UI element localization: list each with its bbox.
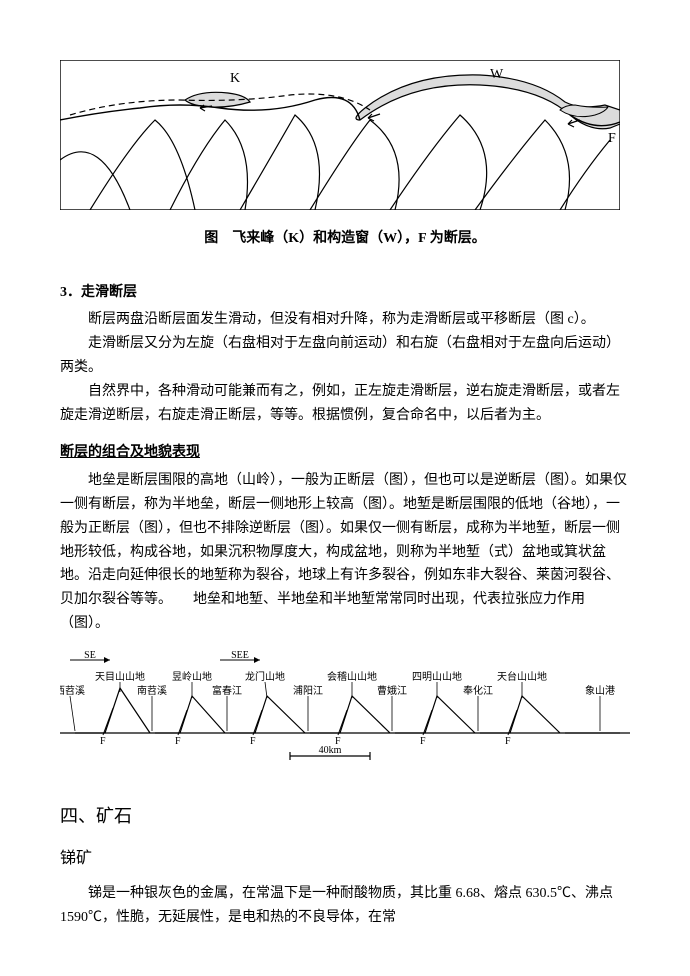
f-label-2: F <box>175 736 181 747</box>
f-label-3: F <box>250 736 256 747</box>
section-ore: 四、矿石 锑矿 锑是一种银灰色的金属，在常温下是一种耐酸物质，其比重 6.68、… <box>60 801 630 930</box>
document-page: K W F 图 飞来峰（K）和构造窗（W），F 为断层。 3．走滑断层 断层两盘… <box>0 0 690 976</box>
loc-siming: 四明山山地 <box>412 670 462 683</box>
label-W: W <box>490 67 504 82</box>
f-label-6: F <box>505 736 511 747</box>
f-label-1: F <box>100 736 106 747</box>
loc-fuchun: 富春江 <box>212 684 242 697</box>
heading-antimony: 锑矿 <box>60 845 630 872</box>
para-combo-1: 地垒是断层围限的高地（山岭），一般为正断层（图），但也可以是逆断层（图）。如果仅… <box>60 469 630 636</box>
para-ore-1: 锑是一种银灰色的金属，在常温下是一种耐酸物质，其比重 6.68、熔点 630.5… <box>60 882 630 930</box>
loc-caoe: 曹娥江 <box>377 684 407 697</box>
loc-longmen: 龙门山地 <box>245 670 285 683</box>
figure2-svg: SE SEE <box>60 648 630 768</box>
label-K: K <box>230 71 240 86</box>
figure1-caption: 图 飞来峰（K）和构造窗（W），F 为断层。 <box>60 227 630 251</box>
para-ss-2: 走滑断层又分为左旋（右盘相对于左盘向前运动）和右旋（右盘相对于左盘向后运动）两类… <box>60 332 630 380</box>
loc-puyang: 浦阳江 <box>293 684 323 697</box>
para-ss-1: 断层两盘沿断层面发生滑动，但没有相对升降，称为走滑断层或平移断层（图 c）。 <box>60 308 630 332</box>
figure-klippe-window: K W F 图 飞来峰（K）和构造窗（W），F 为断层。 <box>60 60 630 251</box>
section-fault-combinations: 断层的组合及地貌表现 地垒是断层围限的高地（山岭），一般为正断层（图），但也可以… <box>60 441 630 635</box>
dir-see: SEE <box>231 650 249 661</box>
loc-fenghua: 奉化江 <box>463 684 493 697</box>
section-strike-slip: 3．走滑断层 断层两盘沿断层面发生滑动，但没有相对升降，称为走滑断层或平移断层（… <box>60 281 630 428</box>
loc-yuling: 昱岭山地 <box>172 670 212 683</box>
heading-fault-combinations: 断层的组合及地貌表现 <box>60 441 630 465</box>
heading-ore: 四、矿石 <box>60 801 630 832</box>
dir-se: SE <box>84 650 96 661</box>
para-ss-3: 自然界中，各种滑动可能兼而有之，例如，正左旋走滑断层，逆右旋走滑断层，或者左旋走… <box>60 380 630 428</box>
loc-xiangshan: 象山港 <box>585 685 615 697</box>
loc-tianmu: 天目山山地 <box>95 670 145 683</box>
loc-nantiao: 南苕溪 <box>137 684 167 697</box>
heading-strike-slip: 3．走滑断层 <box>60 281 630 305</box>
scale-label: 40km <box>319 745 342 756</box>
f-label-5: F <box>420 736 426 747</box>
loc-tiantai: 天台山山地 <box>497 670 547 683</box>
label-F: F <box>608 131 616 146</box>
loc-xitiao: 西苕溪 <box>60 685 85 697</box>
loc-kuaiji: 会稽山山地 <box>327 670 377 683</box>
figure1-svg: K W F <box>60 60 620 210</box>
figure-cross-section: SE SEE <box>60 648 630 777</box>
